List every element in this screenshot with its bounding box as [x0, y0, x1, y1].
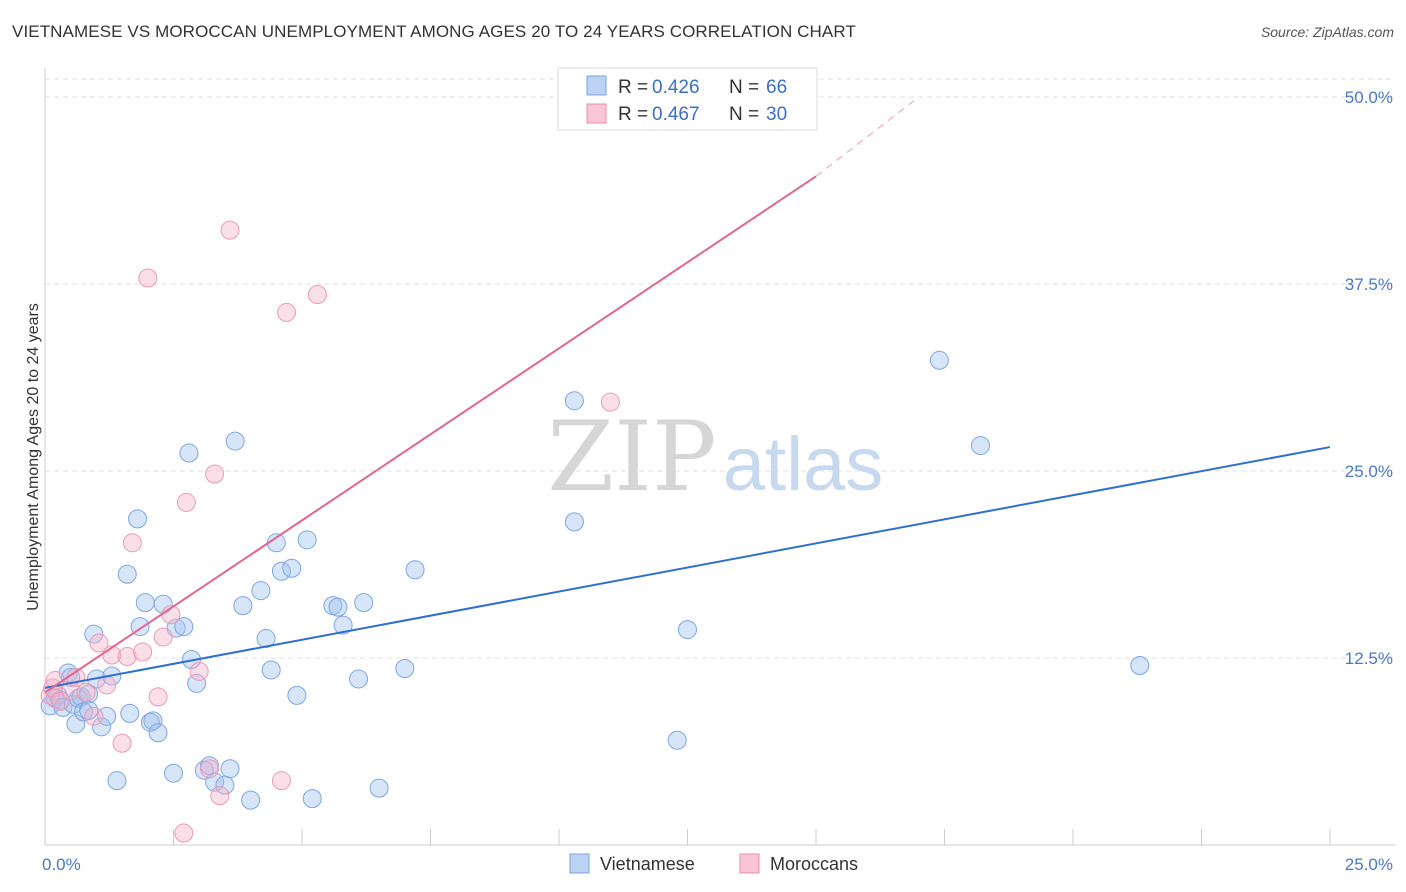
chart-title: VIETNAMESE VS MOROCCAN UNEMPLOYMENT AMON… — [12, 22, 856, 41]
moroccans-point-28 — [307, 284, 327, 304]
vietnamese-point-14 — [84, 624, 104, 644]
vietnamese-point-66 — [1130, 655, 1150, 675]
legend-r-value-vietnamese: 0.426 — [652, 77, 700, 98]
gridlines — [45, 78, 1395, 659]
vietnamese-point-41 — [233, 596, 253, 616]
moroccans-point-8 — [89, 633, 109, 653]
vietnamese-point-42 — [241, 790, 261, 810]
data-points — [40, 220, 1150, 843]
vietnamese-point-19 — [107, 771, 127, 791]
vietnamese-point-48 — [282, 558, 302, 578]
bottom-legend: Vietnamese Moroccans — [569, 853, 858, 874]
vietnamese-point-50 — [302, 789, 322, 809]
vietnamese-point-53 — [328, 597, 348, 617]
bottom-legend-swatch-vietnamese — [569, 853, 590, 874]
vietnamese-point-55 — [349, 669, 369, 689]
y-tick-label-0: 12.5% — [1345, 649, 1393, 668]
legend-n-label-2: N = — [729, 104, 759, 125]
bottom-legend-moroccans: Moroccans — [770, 854, 858, 874]
moroccans-point-16 — [148, 687, 168, 707]
bottom-legend-swatch-moroccans — [739, 853, 760, 874]
source-credit: Source: ZipAtlas.com — [1260, 24, 1394, 40]
vietnamese-point-54 — [333, 615, 353, 635]
y-tick-label-2: 37.5% — [1345, 275, 1393, 294]
moroccans-point-22 — [199, 759, 219, 779]
moroccans-point-3 — [50, 691, 70, 711]
vietnamese-point-63 — [678, 620, 697, 640]
legend-swatch-moroccans — [586, 103, 607, 124]
vietnamese-point-40 — [225, 431, 245, 451]
vietnamese-point-43 — [251, 581, 271, 601]
vietnamese-point-39 — [220, 759, 240, 779]
trendlines — [44, 96, 1331, 694]
legend-n-value-vietnamese: 66 — [766, 77, 787, 98]
moroccans-point-20 — [176, 492, 196, 512]
moroccans-point-11 — [112, 733, 132, 753]
vietnamese-point-58 — [395, 658, 415, 678]
vietnamese-point-29 — [164, 763, 183, 783]
vietnamese-point-31 — [174, 617, 194, 637]
legend-n-value-moroccans: 30 — [766, 104, 787, 125]
vietnamese-point-57 — [369, 778, 389, 798]
y-axis-label: Unemployment Among Ages 20 to 24 years — [25, 303, 42, 611]
vietnamese-point-21 — [120, 703, 140, 723]
vietnamese-point-61 — [564, 512, 584, 532]
vietnamese-point-34 — [187, 673, 207, 693]
moroccans-point-24 — [210, 786, 230, 806]
vietnamese-point-24 — [135, 593, 155, 613]
vietnamese-point-51 — [297, 530, 317, 550]
moroccans-point-17 — [153, 627, 173, 647]
moroccans-point-13 — [122, 533, 142, 553]
legend-r-value-moroccans: 0.467 — [652, 104, 700, 125]
vietnamese-point-49 — [287, 685, 307, 705]
legend-swatch-vietnamese — [586, 75, 607, 96]
vietnamese-point-20 — [117, 564, 137, 584]
moroccans-point-21 — [189, 661, 209, 681]
moroccans-point-12 — [117, 647, 137, 667]
vietnamese-point-26 — [143, 711, 163, 731]
vietnamese-point-45 — [261, 660, 281, 680]
moroccans-point-6 — [76, 682, 96, 702]
moroccans-point-23 — [205, 464, 225, 484]
legend-n-label-1: N = — [729, 77, 759, 98]
bottom-legend-vietnamese: Vietnamese — [600, 854, 695, 874]
vietnamese-point-56 — [354, 593, 374, 613]
moroccans-point-15 — [138, 268, 158, 288]
trendline-moroccans — [44, 175, 817, 694]
watermark-zip: ZIP — [547, 401, 716, 513]
legend-r-label-2: R = — [618, 104, 648, 125]
moroccans-point-27 — [277, 302, 297, 322]
x-tick-label-1: 25.0% — [1345, 855, 1393, 874]
vietnamese-point-22 — [128, 509, 148, 529]
vietnamese-point-8 — [66, 714, 86, 734]
vietnamese-point-32 — [179, 443, 199, 463]
vietnamese-point-65 — [970, 436, 990, 456]
y-tick-label-1: 25.0% — [1345, 462, 1393, 481]
moroccans-point-19 — [174, 823, 194, 843]
legend-r-label-1: R = — [618, 77, 648, 98]
moroccans-point-7 — [84, 706, 104, 726]
vietnamese-point-27 — [148, 723, 168, 743]
vietnamese-point-59 — [405, 560, 425, 580]
moroccans-point-14 — [133, 642, 153, 662]
vietnamese-point-62 — [667, 730, 687, 750]
axes — [44, 68, 1395, 846]
moroccans-point-29 — [600, 392, 620, 412]
moroccans-point-26 — [271, 771, 291, 791]
legend-box: R = 0.426 N = 66 R = 0.467 N = 30 — [557, 67, 818, 131]
moroccans-point-9 — [97, 675, 117, 695]
vietnamese-point-60 — [564, 391, 584, 411]
vietnamese-point-44 — [256, 629, 276, 649]
trendline-vietnamese — [44, 446, 1331, 689]
watermark-atlas: atlas — [723, 422, 884, 507]
watermark: ZIP atlas — [547, 401, 883, 513]
tick-labels: 12.5% 25.0% 37.5% 50.0% 0.0% 25.0% — [42, 88, 1393, 874]
vietnamese-point-64 — [929, 350, 949, 370]
trendline-moroccans-extension — [815, 96, 920, 177]
vietnamese-point-16 — [92, 717, 112, 737]
moroccans-point-25 — [220, 220, 240, 240]
x-tick-label-0: 0.0% — [42, 855, 81, 874]
y-tick-label-3: 50.0% — [1345, 88, 1393, 107]
